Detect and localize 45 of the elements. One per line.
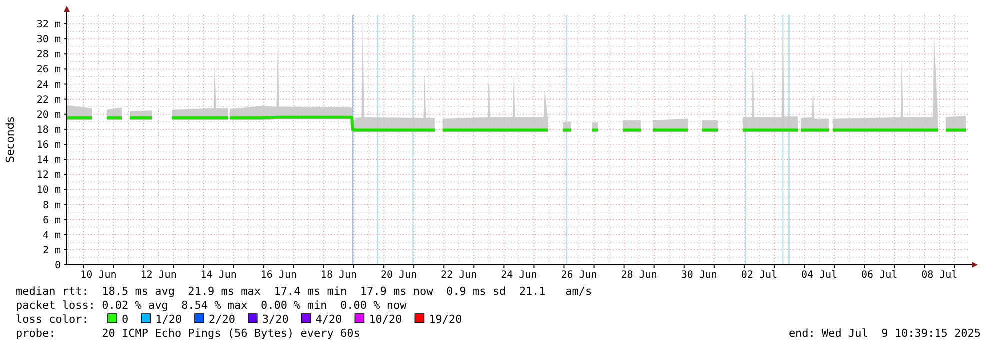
y-tick-label: 20 m bbox=[36, 110, 61, 121]
y-tick-label: 24 m bbox=[36, 80, 61, 91]
text: 3/20 bbox=[262, 313, 289, 326]
text: 0 bbox=[122, 313, 129, 326]
text: loss color: bbox=[16, 313, 89, 326]
text: median rtt: 18.5 ms avg 21.9 ms max 17.4 ms min 17.9 ms now 0.9 ms sd 21.1 am/s bbox=[16, 285, 592, 298]
y-tick-label: 30 m bbox=[36, 34, 61, 46]
y-tick-label: 8 m bbox=[42, 200, 61, 212]
text: packet loss: 0.02 % avg 8.54 % max 0.00 % min 0.00 % now bbox=[16, 299, 408, 312]
y-tick-label: 18 m bbox=[36, 124, 61, 136]
y-tick-label: 14 m bbox=[36, 155, 61, 166]
x-tick-label: 20 Jun bbox=[380, 270, 418, 281]
y-tick-label: 4 m bbox=[42, 230, 61, 242]
y-tick-label: 22 m bbox=[36, 94, 61, 106]
y-tick-label: 28 m bbox=[36, 50, 61, 61]
y-axis-title: Seconds bbox=[4, 116, 17, 164]
y-tick-label: 26 m bbox=[36, 64, 61, 76]
y-tick-label: 12 m bbox=[36, 170, 61, 182]
x-tick-label: 14 Jun bbox=[200, 270, 237, 281]
text: 19/20 bbox=[429, 313, 462, 326]
y-tick-label: 0 bbox=[54, 260, 61, 272]
x-tick-label: 22 Jun bbox=[441, 270, 478, 281]
text: 4/20 bbox=[316, 313, 342, 326]
x-tick-label: 12 Jun bbox=[140, 270, 177, 281]
x-tick-label: 24 Jun bbox=[501, 270, 538, 281]
y-tick-label: 16 m bbox=[36, 140, 61, 152]
x-tick-label: 10 Jun bbox=[80, 270, 117, 281]
x-tick-label: 30 Jun bbox=[681, 270, 718, 281]
x-tick-label: 02 Jul bbox=[741, 270, 778, 281]
text: 2/20 bbox=[209, 313, 236, 326]
text: probe: 20 ICMP Echo Pings (56 Bytes) every 60s bbox=[16, 327, 360, 340]
x-tick-label: 18 Jun bbox=[320, 270, 358, 281]
x-tick-label: 06 Jul bbox=[862, 270, 898, 281]
x-tick-label: 16 Jun bbox=[260, 270, 297, 281]
y-tick-label: 10 m bbox=[36, 185, 61, 196]
text: 1/20 bbox=[156, 313, 182, 326]
x-tick-label: 08 Jul bbox=[922, 270, 958, 281]
text: end: Wed Jul 9 10:39:15 2025 bbox=[788, 327, 981, 340]
x-tick-label: 28 Jun bbox=[621, 270, 658, 281]
x-tick-label: 04 Jul bbox=[801, 270, 838, 281]
text: 10/20 bbox=[369, 313, 402, 326]
y-tick-label: 2 m bbox=[42, 245, 61, 256]
y-tick-label: 6 m bbox=[42, 215, 61, 226]
y-tick-label: 32 m bbox=[36, 20, 61, 31]
x-tick-label: 26 Jun bbox=[561, 270, 598, 281]
